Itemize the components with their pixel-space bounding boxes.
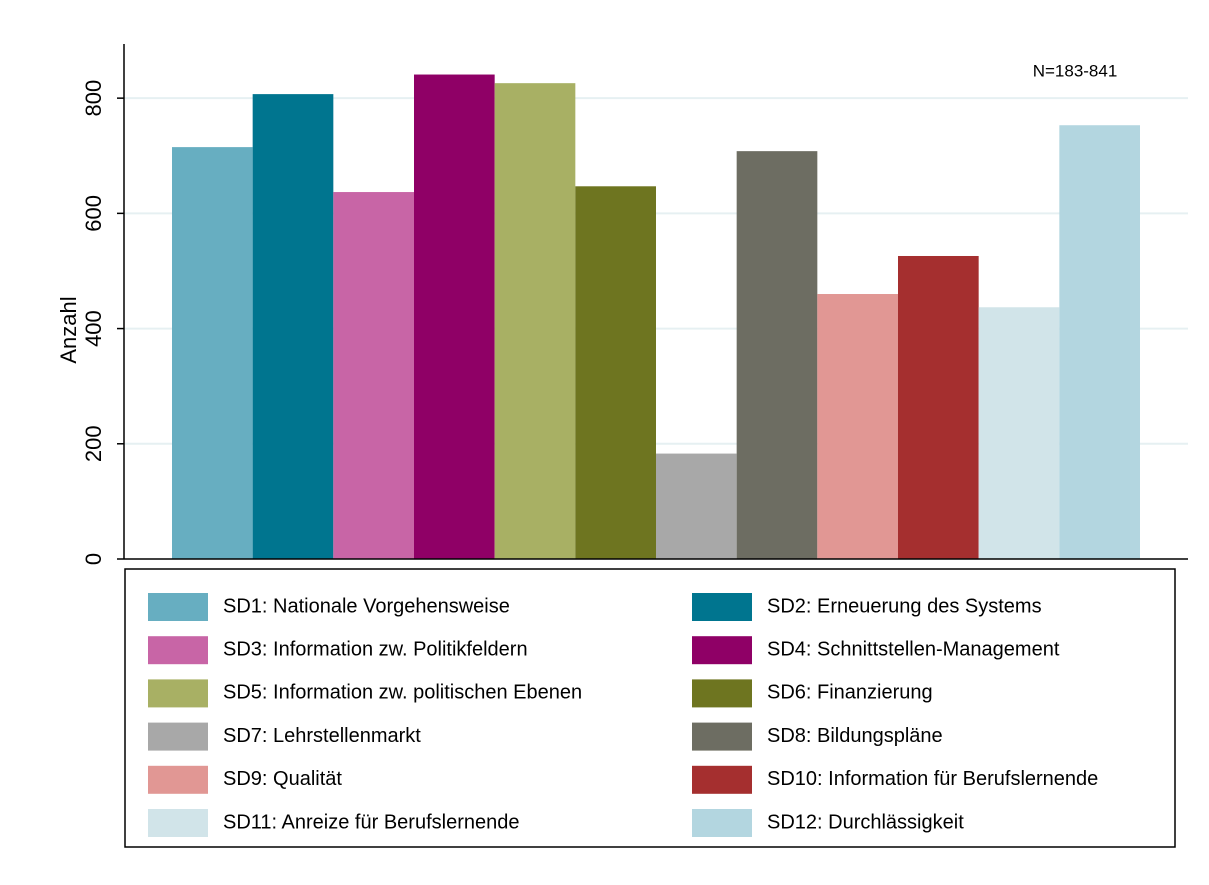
legend-swatch [148, 809, 208, 837]
legend-swatch [148, 593, 208, 621]
legend-label: SD11: Anreize für Berufslernende [223, 811, 519, 833]
y-tick-label: 400 [81, 310, 106, 347]
legend-label: SD1: Nationale Vorgehensweise [223, 595, 510, 617]
bar [414, 74, 495, 560]
y-tick-label: 200 [81, 425, 106, 462]
legend-label: SD3: Information zw. Politikfeldern [223, 638, 528, 660]
legend-box [124, 568, 1176, 848]
legend-swatch [692, 636, 752, 665]
bar [817, 294, 898, 559]
legend-label: SD9: Qualität [223, 768, 342, 790]
bar [1059, 125, 1140, 560]
y-axis-label: Anzahl [56, 296, 81, 363]
bar [978, 307, 1060, 559]
y-tick-label: 0 [81, 553, 106, 565]
bar [252, 94, 334, 560]
bar [333, 192, 414, 559]
bar [494, 83, 576, 560]
legend-swatch [148, 765, 208, 794]
legend-label: SD6: Finanzierung [767, 682, 933, 704]
bar [898, 255, 979, 559]
legend-label: SD7: Lehrstellenmarkt [223, 725, 421, 747]
legend-label: SD5: Information zw. politischen Ebenen [223, 682, 582, 704]
legend-swatch [692, 679, 752, 708]
legend-swatch [692, 722, 752, 751]
bar [736, 151, 818, 559]
legend-label: SD10: Information für Berufslernende [767, 768, 1098, 790]
legend-label: SD12: Durchlässigkeit [767, 811, 964, 833]
legend-swatch [692, 593, 752, 621]
y-tick-label: 800 [81, 80, 106, 117]
legend-label: SD4: Schnittstellen-Management [767, 638, 1060, 660]
legend-swatch [148, 636, 208, 665]
bar [656, 453, 737, 559]
legend-swatch [692, 765, 752, 794]
legend-swatch [692, 809, 752, 837]
legend-label: SD8: Bildungspläne [767, 725, 943, 747]
bar [172, 147, 253, 559]
bar [575, 186, 656, 559]
y-tick-label: 600 [81, 195, 106, 232]
legend-swatch [148, 679, 208, 708]
annotation: N=183-841 [1033, 61, 1118, 80]
legend-label: SD2: Erneuerung des Systems [767, 595, 1042, 617]
legend-swatch [148, 722, 208, 751]
